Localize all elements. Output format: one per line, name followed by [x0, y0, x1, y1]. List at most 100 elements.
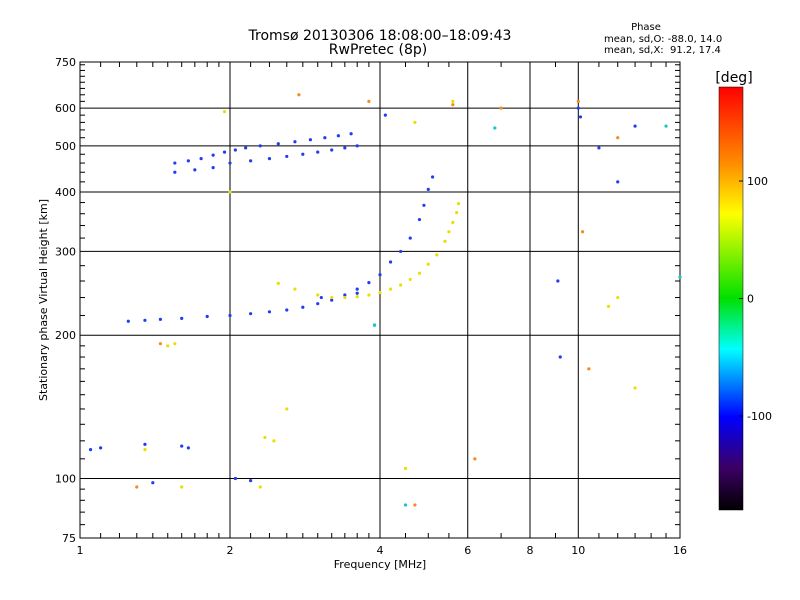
data-point [597, 146, 601, 150]
x-tick-label: 4 [377, 544, 384, 557]
data-point [443, 239, 447, 243]
data-point [473, 457, 477, 461]
x-tick-label: 8 [527, 544, 534, 557]
phase-info-o: mean, sd,O: -88.0, 14.0 [604, 34, 722, 45]
data-point [180, 444, 184, 448]
data-point [249, 479, 253, 483]
data-point [173, 342, 177, 346]
data-point [435, 253, 439, 257]
data-point [451, 99, 455, 103]
data-point [616, 295, 620, 300]
data-point [285, 154, 289, 159]
data-point [456, 202, 461, 206]
data-point [451, 220, 455, 225]
data-point [633, 386, 637, 390]
data-point [413, 503, 417, 507]
data-point [403, 466, 408, 471]
data-point [186, 446, 190, 450]
data-point [355, 144, 359, 148]
colorbar-ticks: 100 0 -100 [739, 175, 772, 423]
data-point [186, 159, 190, 163]
data-point [455, 210, 459, 215]
x-tick-label: 10 [571, 544, 585, 557]
data-point [143, 448, 147, 452]
data-point [580, 230, 585, 234]
data-point [616, 136, 620, 140]
y-tick-label: 600 [55, 102, 76, 115]
colorbar-tick-label: 100 [747, 175, 768, 188]
data-point [285, 407, 289, 411]
x-tick-label: 16 [673, 544, 687, 557]
y-tick-label: 400 [55, 186, 76, 199]
minor-ticks [80, 62, 680, 538]
x-axis-ticks: 1 2 4 6 8 10 16 [77, 544, 688, 557]
data-point [355, 295, 359, 299]
data-point [576, 99, 580, 103]
data-point [408, 277, 412, 282]
data-point [413, 120, 417, 124]
data-point [316, 302, 320, 306]
data-point [233, 148, 237, 152]
data-point [166, 344, 170, 348]
data-point [143, 442, 147, 446]
y-tick-label: 100 [55, 473, 76, 486]
data-point [228, 313, 232, 318]
data-point [297, 93, 301, 97]
data-point [233, 476, 237, 481]
data-point [383, 113, 387, 117]
data-point [293, 287, 297, 291]
data-point [408, 236, 412, 240]
data-point [316, 150, 320, 154]
y-tick-label: 300 [55, 245, 76, 258]
data-point [388, 260, 393, 264]
data-point [276, 142, 280, 146]
data-point [417, 271, 422, 275]
data-point [355, 291, 359, 295]
data-point [343, 295, 347, 300]
data-point [664, 124, 668, 128]
y-axis-label: Stationary phase Virtual Height [km] [37, 199, 50, 401]
y-axis-ticks: 75 100 200 300 400 500 600 750 [55, 56, 76, 545]
data-point [330, 295, 334, 300]
data-point [285, 308, 289, 312]
data-point [180, 485, 184, 489]
data-point [447, 230, 451, 234]
data-point [173, 161, 177, 165]
data-point [267, 310, 272, 314]
data-point [399, 249, 403, 254]
data-point [349, 132, 353, 136]
data-point [330, 298, 334, 302]
colorbar-tick-label: 0 [747, 293, 754, 306]
y-tick-label: 200 [55, 329, 76, 342]
data-point [616, 180, 620, 184]
data-point [378, 273, 382, 277]
y-tick-label: 750 [55, 56, 76, 69]
data-point [193, 168, 197, 172]
data-point [180, 316, 184, 320]
data-point [336, 134, 340, 138]
data-point [293, 140, 297, 144]
data-point [576, 106, 580, 110]
data-point [426, 262, 430, 266]
data-point [158, 342, 163, 346]
data-point [451, 103, 455, 107]
data-point [556, 279, 560, 283]
data-point [211, 153, 215, 157]
data-point [678, 275, 682, 279]
data-point [222, 110, 227, 114]
data-point [267, 157, 272, 161]
data-point [99, 446, 103, 450]
phase-info-x: mean, sd,X: 91.2, 17.4 [604, 45, 721, 56]
x-tick-label: 2 [227, 544, 234, 557]
data-point [143, 318, 147, 322]
data-point [378, 290, 382, 295]
data-point [343, 146, 347, 150]
data-point [88, 448, 93, 452]
data-point [558, 355, 562, 359]
data-point [276, 281, 280, 286]
data-point [258, 144, 262, 148]
data-point [126, 319, 130, 323]
data-point [493, 126, 497, 130]
x-tick-label: 6 [464, 544, 471, 557]
data-point [367, 280, 371, 285]
